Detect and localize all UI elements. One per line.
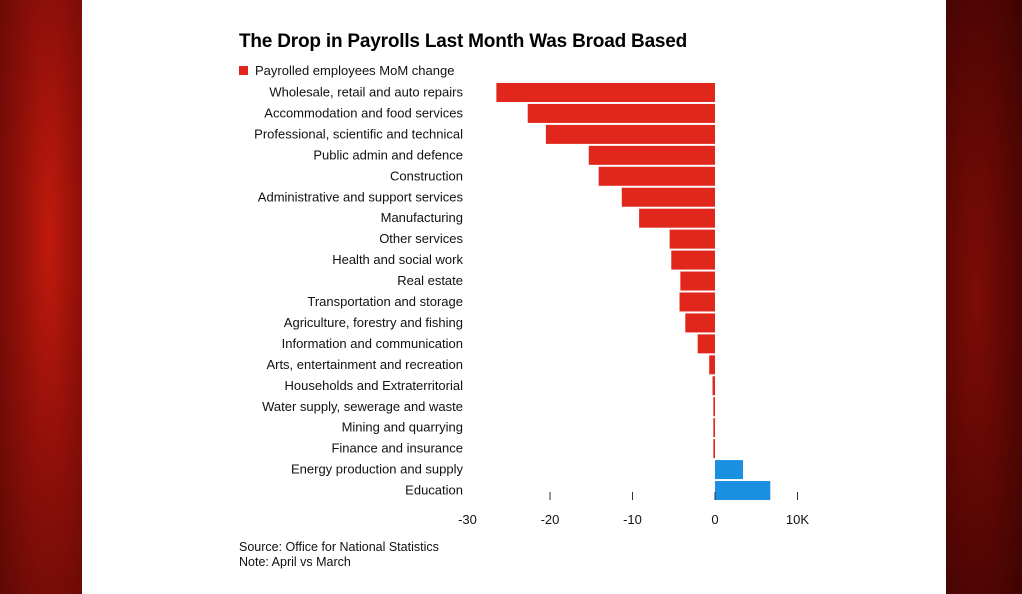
bar <box>712 376 715 396</box>
category-label: Construction <box>390 168 463 183</box>
background-right-panel <box>946 0 1022 594</box>
bar-chart: Wholesale, retail and auto repairs Accomm… <box>254 82 809 527</box>
category-label: Professional, scientific and technical <box>254 126 463 141</box>
bar <box>669 229 715 249</box>
category-label: Information and communication <box>282 336 463 351</box>
bar <box>527 103 715 123</box>
chart-title: The Drop in Payrolls Last Month Was Broa… <box>239 31 688 52</box>
category-label: Water supply, sewerage and waste <box>262 399 463 414</box>
chart-card: The Drop in Payrolls Last Month Was Broa… <box>82 0 946 594</box>
category-label: Arts, entertainment and recreation <box>266 357 463 372</box>
bar <box>715 481 771 501</box>
category-label: Mining and quarrying <box>342 420 463 435</box>
category-label: Households and Extraterritorial <box>285 378 464 393</box>
category-label: Wholesale, retail and auto repairs <box>269 85 463 100</box>
source-note: Source: Office for National Statistics <box>239 540 439 554</box>
bar <box>697 334 715 354</box>
category-label: Public admin and defence <box>313 147 463 162</box>
category-label: Real estate <box>397 273 463 288</box>
bar <box>680 271 715 291</box>
category-label: Other services <box>379 231 463 246</box>
bar <box>709 355 715 375</box>
category-label: Administrative and support services <box>258 189 464 204</box>
x-tick-label: 0 <box>711 512 718 527</box>
x-tick-label: -10 <box>623 512 642 527</box>
bar <box>496 82 715 102</box>
category-label: Accommodation and food services <box>264 105 463 120</box>
bar <box>598 166 715 186</box>
bar <box>713 439 715 459</box>
category-label: Energy production and supply <box>291 462 464 477</box>
x-tick-label: -30 <box>458 512 477 527</box>
bar <box>545 124 715 144</box>
x-tick-label: 10K <box>786 512 809 527</box>
category-label: Agriculture, forestry and fishing <box>284 315 463 330</box>
bar <box>621 187 715 207</box>
bar <box>713 418 715 438</box>
category-label: Finance and insurance <box>331 441 463 456</box>
legend-swatch <box>239 66 248 75</box>
bar <box>588 145 715 165</box>
x-tick-label: -20 <box>541 512 560 527</box>
background-left-panel <box>0 0 82 594</box>
date-note: Note: April vs March <box>239 555 351 569</box>
bar <box>671 250 715 270</box>
bar <box>715 460 744 480</box>
chart-legend: Payrolled employees MoM change <box>239 63 454 78</box>
bar <box>679 292 715 312</box>
category-label: Manufacturing <box>381 210 463 225</box>
legend-label: Payrolled employees MoM change <box>255 63 455 78</box>
bar <box>639 208 715 228</box>
bar <box>685 313 715 333</box>
category-label: Health and social work <box>332 252 463 267</box>
category-label: Education <box>405 483 463 498</box>
bar <box>713 397 715 417</box>
category-label: Transportation and storage <box>307 294 463 309</box>
